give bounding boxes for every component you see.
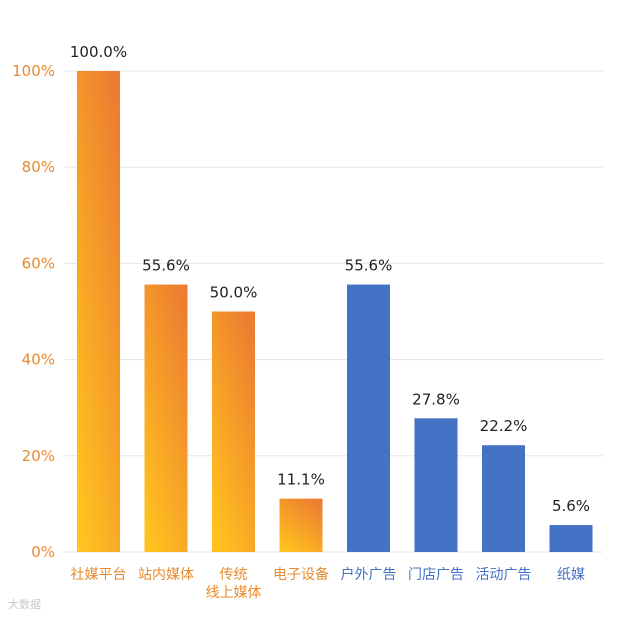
bar [144,284,188,552]
bar [212,311,255,552]
y-tick-label: 100% [12,62,55,80]
x-tick-label: 活动广告 [476,567,532,583]
watermark: 大数据 [8,598,41,611]
y-axis-ticks: 0% 20% 40% 60% 80% 100% [12,62,55,561]
data-label: 11.1% [277,471,325,489]
data-label: 27.8% [412,390,460,408]
data-label: 22.2% [480,417,528,435]
x-tick-label: 户外广告 [341,566,397,583]
x-tick-label: 社媒平台 [71,567,127,583]
data-label: 100.0% [70,43,127,61]
bar [279,498,323,552]
bar [347,284,390,552]
bar [549,525,593,552]
data-label: 55.6% [345,257,393,275]
bar [77,71,120,552]
y-tick-label: 0% [31,543,55,561]
data-label: 50.0% [210,284,258,302]
bar [482,445,525,552]
x-tick-label: 电子设备 [273,566,329,583]
bars [77,71,593,552]
x-tick-label: 门店广告 [408,567,464,583]
x-tick-label: 纸媒 [557,567,585,583]
x-tick-label: 线上媒体 [206,585,262,601]
data-label: 5.6% [552,497,590,515]
y-tick-label: 20% [22,447,55,465]
y-tick-label: 40% [22,351,55,369]
x-tick-label: 传统 [220,567,248,583]
y-tick-label: 80% [22,158,55,176]
y-tick-label: 60% [22,254,55,272]
x-tick-label: 站内媒体 [138,567,194,583]
bar [414,418,458,552]
data-labels: 100.0% 55.6% 50.0% 11.1% 55.6% 27.8% 22.2% 5.6% [70,43,590,515]
data-label: 55.6% [142,257,190,275]
